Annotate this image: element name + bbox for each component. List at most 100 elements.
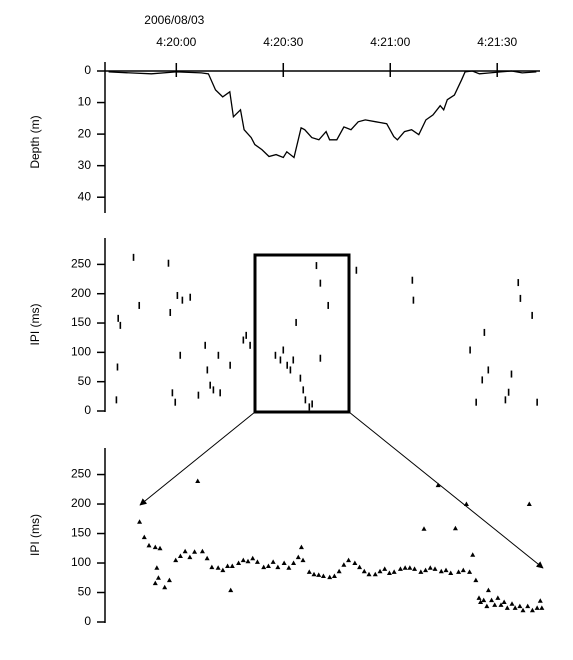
ipi-point [204,555,210,561]
ipi-point [242,336,245,344]
ipi-point [306,569,312,574]
ipi-point [209,381,211,389]
ipi-point [357,564,363,570]
ipi-point [418,569,424,574]
y-tick-label: 20 [78,126,92,140]
ipi-point [254,559,260,564]
x-tick-label: 4:21:00 [370,35,410,49]
ipi-point [152,544,158,550]
ipi-point [281,560,287,566]
ipi-point [470,552,476,557]
ipi-point [427,565,433,570]
ipi-point [352,560,358,566]
y-tick-label: 200 [71,496,91,510]
ipi-point [435,482,441,488]
ipi-point [504,396,507,404]
ipi-point [261,564,267,570]
ipi-point [495,595,501,600]
x-tick-label: 4:20:00 [156,35,196,49]
ipi-point [206,366,209,374]
ipi-point [331,573,337,578]
ipi-point [361,568,367,574]
ipi-point [179,351,182,359]
zoom-box [253,253,351,414]
y-tick-label: 0 [84,403,91,417]
ipi-point [270,559,276,564]
ipi-point [197,391,200,399]
ipi-point [300,557,306,563]
ipi-point [341,562,347,567]
ipi-point [137,519,143,524]
ipi-point [492,602,498,607]
ipi-point [423,567,429,573]
ipi-point [397,566,403,571]
ipi-point [174,398,177,406]
ipi-point [298,544,304,550]
ipi-point [315,262,318,270]
ipi-point [476,595,482,600]
ipi-point [412,566,418,571]
ipi-point [327,574,333,580]
ipi-point [199,548,205,554]
ipi-point [204,341,206,349]
ipi-point [286,361,289,369]
y-tick-label: 150 [71,526,91,540]
ipi-point [467,569,473,574]
ipi-point [157,545,163,551]
ipi-point [209,564,215,570]
ipi-point [402,565,408,570]
ipi-point [478,599,484,604]
ipi-point [517,603,523,609]
ipi-point [536,398,538,406]
ipi-point [391,569,397,574]
zoom-arrow [139,411,256,506]
ipi-point [504,605,510,610]
ipi-point [481,597,487,603]
ipi-point [377,568,383,574]
ipi-point [336,568,342,574]
ipi-point [219,389,221,397]
ipi-point [372,571,378,577]
ipi-point [412,296,415,304]
ipi-point [520,607,526,613]
ipi-point [304,396,307,404]
ipi-point [279,356,282,364]
ipi-point [220,567,226,573]
ipi-point [526,501,532,507]
ipi-point [132,253,135,261]
ipi-point [295,318,297,326]
y-axis-title: IPI (ms) [28,304,42,346]
ipi-point [187,554,193,560]
ipi-point [173,557,179,563]
ipi-point [228,587,234,593]
ipi-point [154,565,160,570]
y-tick-label: 0 [84,614,91,628]
ipi-point [138,301,141,309]
ipi-point [282,346,285,354]
ipi-point [311,400,313,408]
ipi-point [146,542,152,548]
ipi-point [167,259,170,267]
ipi-point [166,577,172,583]
ipi-point [517,279,520,287]
ipi-point [531,311,533,319]
ipi-point [250,555,256,561]
ipi-point [195,478,201,484]
date-label: 2006/08/03 [144,13,204,27]
ipi-point [319,279,322,287]
y-tick-label: 50 [78,585,92,599]
ipi-point [512,605,518,610]
ipi-point [421,526,427,531]
y-tick-label: 50 [78,374,92,388]
ipi-point [475,398,477,406]
ipi-point [240,557,246,563]
y-tick-label: 250 [71,467,91,481]
ipi-point [169,308,172,316]
ipi-point [382,566,388,571]
ipi-point [117,314,119,322]
ipi-point [346,557,352,563]
ipi-point [162,584,168,590]
ipi-point [289,366,292,374]
ipi-point [115,396,118,404]
ipi-point [212,386,215,394]
